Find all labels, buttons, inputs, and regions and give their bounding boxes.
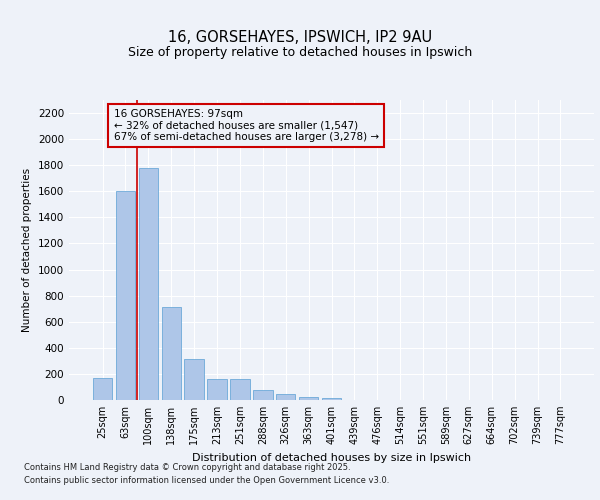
Bar: [161, 308, 181, 400]
Bar: [322, 398, 341, 400]
Bar: [93, 378, 112, 400]
Text: Contains HM Land Registry data © Crown copyright and database right 2025.: Contains HM Land Registry data © Crown c…: [24, 462, 350, 471]
Bar: [299, 396, 319, 400]
Bar: [230, 379, 250, 400]
Text: Size of property relative to detached houses in Ipswich: Size of property relative to detached ho…: [128, 46, 472, 59]
Bar: [276, 394, 295, 400]
Bar: [116, 192, 135, 400]
Bar: [253, 390, 272, 400]
Y-axis label: Number of detached properties: Number of detached properties: [22, 168, 32, 332]
Text: 16, GORSEHAYES, IPSWICH, IP2 9AU: 16, GORSEHAYES, IPSWICH, IP2 9AU: [168, 30, 432, 45]
Bar: [184, 359, 204, 400]
Bar: [208, 379, 227, 400]
Text: 16 GORSEHAYES: 97sqm
← 32% of detached houses are smaller (1,547)
67% of semi-de: 16 GORSEHAYES: 97sqm ← 32% of detached h…: [113, 109, 379, 142]
Bar: [139, 168, 158, 400]
Text: Contains public sector information licensed under the Open Government Licence v3: Contains public sector information licen…: [24, 476, 389, 485]
X-axis label: Distribution of detached houses by size in Ipswich: Distribution of detached houses by size …: [192, 452, 471, 462]
